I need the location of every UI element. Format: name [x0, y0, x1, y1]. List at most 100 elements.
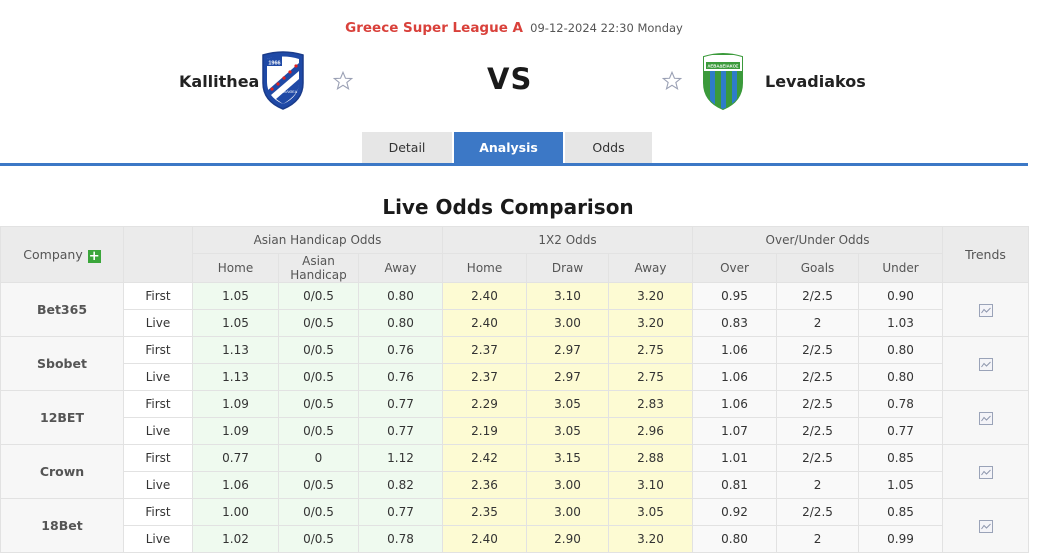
ah-away-odds: 0.82	[357, 471, 444, 499]
ah-away-header: Away	[357, 253, 444, 283]
ou-under-header: Under	[858, 253, 944, 283]
tab-detail[interactable]: Detail	[362, 132, 452, 163]
add-company-plus-icon[interactable]: +	[87, 248, 101, 264]
ah-handicap: 0/0.5	[278, 525, 359, 553]
company-name[interactable]: Crown	[0, 444, 124, 499]
ah-home-odds: 1.06	[192, 471, 279, 499]
x12-away-odds: 3.10	[608, 471, 694, 499]
tab-odds[interactable]: Odds	[565, 132, 652, 163]
x12-home-odds: 2.35	[442, 498, 528, 526]
trend-chart-icon[interactable]	[978, 303, 993, 317]
ah-away-odds: 0.77	[357, 498, 444, 526]
asian-handicap-header: Asian Handicap Odds	[191, 226, 444, 254]
odds-kind: First	[123, 498, 193, 526]
x12-draw-odds: 2.97	[526, 363, 610, 391]
ou-under-odds: 0.80	[858, 363, 944, 391]
x12-draw-odds: 2.90	[526, 525, 610, 553]
ou-over-odds: 1.06	[692, 363, 778, 391]
favorite-star-icon[interactable]	[332, 70, 354, 92]
ou-goals: 2	[776, 525, 860, 553]
ah-handicap: 0/0.5	[278, 390, 359, 418]
table-row: Bet365 First 1.05 0/0.5 0.80 2.40 3.10 3…	[0, 282, 1030, 337]
ou-over-odds: 0.81	[692, 471, 778, 499]
x12-home-odds: 2.40	[442, 525, 528, 553]
table-row: Live 1.06 0/0.5 0.82 2.36 3.00 3.10 0.81…	[1, 471, 1029, 499]
vs-label: VS	[487, 62, 533, 96]
ou-goals: 2	[776, 471, 860, 499]
home-team-name[interactable]: Kallithea	[179, 72, 260, 91]
ou-goals: 2/2.5	[776, 390, 860, 418]
ou-over-header: Over	[692, 253, 778, 283]
x12-draw-odds: 3.15	[526, 444, 610, 472]
home-team-logo[interactable]: 1966 ΚΑΛΛΙΘΕΑ	[260, 51, 306, 111]
table-row: Crown First 0.77 0 1.12 2.42 3.15 2.88 1…	[0, 444, 1030, 499]
trend-chart-icon[interactable]	[978, 357, 993, 371]
x12-home-odds: 2.36	[442, 471, 528, 499]
ou-over-odds: 0.83	[692, 309, 778, 337]
x12-away-odds: 3.20	[608, 525, 694, 553]
ah-away-odds: 0.77	[357, 390, 444, 418]
odds-kind: Live	[123, 363, 193, 391]
company-name[interactable]: 18Bet	[0, 498, 124, 553]
ah-home-odds: 1.05	[192, 309, 279, 337]
company-name[interactable]: Sbobet	[0, 336, 124, 391]
ah-handicap: 0/0.5	[278, 498, 359, 526]
x12-home-odds: 2.29	[442, 390, 528, 418]
ah-home-odds: 0.77	[192, 444, 279, 472]
ou-under-odds: 0.85	[858, 444, 944, 472]
ou-goals: 2/2.5	[776, 282, 860, 310]
ah-handicap: 0/0.5	[278, 282, 359, 310]
trend-chart-icon[interactable]	[978, 519, 993, 533]
ah-home-odds: 1.09	[192, 417, 279, 445]
ou-goals: 2/2.5	[776, 444, 860, 472]
ou-under-odds: 0.78	[858, 390, 944, 418]
ah-home-odds: 1.00	[192, 498, 279, 526]
x12-home-odds: 2.19	[442, 417, 528, 445]
company-name[interactable]: 12BET	[0, 390, 124, 445]
favorite-star-icon[interactable]	[661, 70, 683, 92]
table-row: 18Bet First 1.00 0/0.5 0.77 2.35 3.00 3.…	[0, 498, 1030, 553]
match-datetime: 09-12-2024 22:30 Monday	[530, 21, 683, 35]
away-team-logo[interactable]: ΛΕΒΑΔΕΙΑΚΟΣ	[700, 51, 746, 111]
league-name[interactable]: Greece Super League A	[345, 20, 524, 36]
table-row: 12BET First 1.09 0/0.5 0.77 2.29 3.05 2.…	[0, 390, 1030, 445]
odds-kind: First	[123, 336, 193, 364]
table-row: Live 1.02 0/0.5 0.78 2.40 2.90 3.20 0.80…	[1, 525, 1029, 553]
ou-over-odds: 0.80	[692, 525, 778, 553]
ah-handicap: 0/0.5	[278, 309, 359, 337]
ah-handicap: 0/0.5	[278, 336, 359, 364]
x12-home-odds: 2.37	[442, 363, 528, 391]
over-under-header: Over/Under Odds	[692, 226, 944, 254]
ou-over-odds: 0.95	[692, 282, 778, 310]
ah-home-odds: 1.09	[192, 390, 279, 418]
x12-home-odds: 2.42	[442, 444, 528, 472]
ah-handicap-header: Asian Handicap	[278, 253, 359, 283]
x12-away-odds: 2.88	[608, 444, 694, 472]
ah-away-odds: 0.77	[357, 417, 444, 445]
odds-kind: First	[123, 282, 193, 310]
league-line: Greece Super League A 09-12-2024 22:30 M…	[0, 20, 1028, 36]
trend-chart-icon[interactable]	[978, 411, 993, 425]
ou-over-odds: 0.92	[692, 498, 778, 526]
kind-header	[123, 226, 193, 283]
ou-under-odds: 0.77	[858, 417, 944, 445]
ou-under-odds: 0.80	[858, 336, 944, 364]
x12-away-odds: 3.05	[608, 498, 694, 526]
ah-away-odds: 0.80	[357, 309, 444, 337]
company-name[interactable]: Bet365	[0, 282, 124, 337]
table-row: Live 1.13 0/0.5 0.76 2.37 2.97 2.75 1.06…	[1, 363, 1029, 391]
away-team-name[interactable]: Levadiakos	[765, 72, 866, 91]
x12-away-odds: 2.75	[608, 363, 694, 391]
x12-draw-odds: 3.05	[526, 390, 610, 418]
x12-home-odds: 2.40	[442, 309, 528, 337]
ou-goals: 2/2.5	[776, 498, 860, 526]
ou-under-odds: 0.99	[858, 525, 944, 553]
ou-over-odds: 1.07	[692, 417, 778, 445]
tab-analysis[interactable]: Analysis	[454, 132, 563, 163]
match-header: Greece Super League A 09-12-2024 22:30 M…	[0, 0, 1028, 166]
x12-home-odds: 2.37	[442, 336, 528, 364]
x12-away-odds: 2.75	[608, 336, 694, 364]
svg-text:1966: 1966	[268, 61, 280, 67]
trend-chart-icon[interactable]	[978, 465, 993, 479]
x12-draw-odds: 3.10	[526, 282, 610, 310]
